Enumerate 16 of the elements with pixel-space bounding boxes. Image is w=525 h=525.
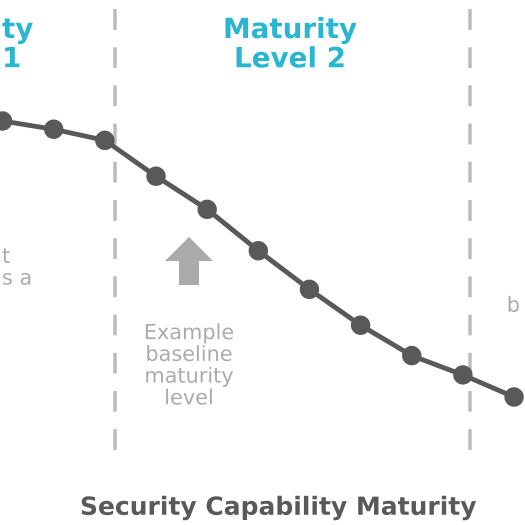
annotation: t s a [2,248,30,285]
point [402,346,422,366]
annotation: b [508,296,519,312]
x-axis-title: Security Capability Maturity [82,496,476,520]
point [453,365,473,385]
point [504,387,524,407]
point [95,130,115,150]
point [300,280,320,300]
point [248,240,268,260]
annotation: Example baseline maturity level [146,323,234,405]
point [44,120,64,140]
text: Maturity Level 2 [226,16,357,68]
point [197,200,217,220]
text: ty 1 [2,18,33,68]
point [350,316,370,335]
point [146,166,166,186]
